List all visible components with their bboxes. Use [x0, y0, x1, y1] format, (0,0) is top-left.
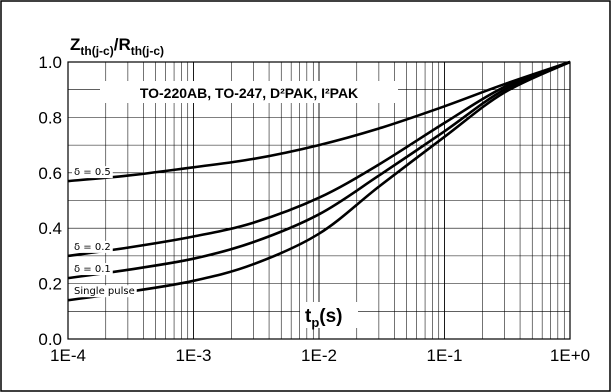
y-axis-label: Zth(j-c)/Rth(j-c) — [70, 35, 164, 58]
series-line — [67, 60, 571, 280]
series-label: δ = 0.1 — [74, 264, 111, 275]
series-line — [67, 60, 571, 258]
series-label: δ = 0.5 — [74, 167, 111, 178]
series-label-bg — [72, 263, 113, 276]
series-line — [67, 60, 571, 302]
x-axis-label: tp(s) — [305, 306, 343, 330]
series-label: δ = 0.2 — [74, 242, 111, 253]
series-label-bg — [72, 285, 137, 298]
x-tick-label: 1E-3 — [176, 346, 212, 365]
plot-frame — [67, 61, 571, 340]
chart-title: TO-220AB, TO-247, D²PAK, I²PAK — [140, 85, 358, 101]
x-tick-label: 1E-1 — [427, 346, 463, 365]
y-tick-label: 0.6 — [38, 164, 62, 183]
y-tick-label: 0.0 — [38, 330, 62, 349]
x-tick-label: 1E-4 — [50, 346, 86, 365]
y-tick-label: 1.0 — [38, 53, 62, 72]
x-tick-label: 1E-2 — [301, 346, 337, 365]
series-line — [67, 60, 571, 183]
series-label-bg — [72, 240, 113, 253]
x-tick-label: 1E+0 — [550, 346, 590, 365]
chart-title-bg — [100, 81, 398, 103]
y-tick-label: 0.4 — [38, 219, 62, 238]
series-label-bg — [72, 166, 113, 179]
tick-labels: 1E-4 1E-3 1E-2 1E-1 1E+0 0.0 0.2 0.4 0.6 0.8 1.0 — [38, 53, 590, 365]
x-axis-label-bg — [300, 302, 358, 328]
series-layer: δ = 0.5 δ = 0.2 δ = 0.1 Single pulse — [67, 60, 571, 302]
series-label: Single pulse — [74, 286, 135, 297]
y-tick-label: 0.2 — [38, 275, 62, 294]
y-tick-label: 0.8 — [38, 108, 62, 127]
